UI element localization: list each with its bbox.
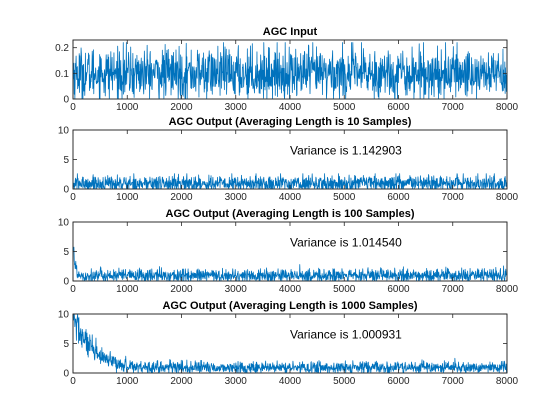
- y-tick-label: 0.2: [55, 43, 69, 54]
- subplot-title: AGC Input: [263, 26, 318, 38]
- y-tick-label: 0.1: [55, 69, 69, 80]
- x-tick-label: 6000: [387, 376, 410, 387]
- data-series-line: [72, 313, 508, 374]
- x-tick-label: 2000: [170, 102, 193, 113]
- subplot-3: 0 1000 2000 3000 4000 5000 6000 7000 8000 0 5 10 AGC…: [58, 208, 519, 295]
- x-tick-label: 3000: [225, 284, 248, 295]
- data-series-line: [72, 42, 508, 100]
- x-tick-label: 7000: [442, 376, 465, 387]
- subplot-title: AGC Output (Averaging Length is 100 Samp…: [166, 208, 415, 220]
- x-tick-label: 7000: [442, 192, 465, 203]
- x-tick-label: 3000: [225, 192, 248, 203]
- subplot-4: 0 1000 2000 3000 4000 5000 6000 7000 8000 0 5 10 AGC…: [58, 300, 519, 387]
- y-tick-label: 10: [58, 218, 70, 229]
- x-tick-label: 0: [70, 192, 76, 203]
- subplot-title: AGC Output (Averaging Length is 10 Sampl…: [169, 116, 412, 128]
- x-tick-label: 7000: [442, 284, 465, 295]
- x-tick-label: 7000: [442, 102, 465, 113]
- subplot-2: 0 1000 2000 3000 4000 5000 6000 7000 8000 0 5 10 AGC…: [58, 116, 519, 203]
- y-tick-label: 5: [63, 155, 69, 166]
- x-tick-label: 1000: [116, 102, 139, 113]
- x-tick-label: 2000: [170, 192, 193, 203]
- x-tick-label: 6000: [387, 284, 410, 295]
- x-tick-label: 8000: [496, 192, 519, 203]
- x-tick-label: 8000: [496, 102, 519, 113]
- x-tick-label: 1000: [116, 192, 139, 203]
- x-tick-label: 8000: [496, 284, 519, 295]
- x-tick-label: 4000: [279, 376, 302, 387]
- y-tick-label: 0: [63, 95, 69, 106]
- y-tick-label: 0: [63, 185, 69, 196]
- subplot-title: AGC Output (Averaging Length is 1000 Sam…: [162, 300, 417, 312]
- x-tick-label: 5000: [333, 376, 356, 387]
- x-tick-label: 2000: [170, 284, 193, 295]
- x-tick-label: 4000: [279, 102, 302, 113]
- y-tick-label: 0: [63, 369, 69, 380]
- x-tick-label: 4000: [279, 192, 302, 203]
- y-tick-label: 0: [63, 277, 69, 288]
- x-tick-label: 1000: [116, 376, 139, 387]
- x-tick-label: 5000: [333, 192, 356, 203]
- x-tick-label: 2000: [170, 376, 193, 387]
- x-tick-label: 6000: [387, 102, 410, 113]
- x-tick-label: 4000: [279, 284, 302, 295]
- x-tick-label: 5000: [333, 102, 356, 113]
- x-tick-label: 5000: [333, 284, 356, 295]
- x-tick-label: 8000: [496, 376, 519, 387]
- x-tick-label: 0: [70, 102, 76, 113]
- x-tick-label: 3000: [225, 376, 248, 387]
- variance-annotation: Variance is 1.000931: [290, 328, 402, 342]
- y-tick-label: 5: [63, 247, 69, 258]
- y-tick-label: 5: [63, 339, 69, 350]
- x-tick-label: 6000: [387, 192, 410, 203]
- x-tick-label: 0: [70, 376, 76, 387]
- variance-annotation: Variance is 1.014540: [290, 236, 402, 250]
- y-tick-label: 10: [58, 126, 70, 137]
- x-tick-label: 1000: [116, 284, 139, 295]
- subplot-1: 0 1000 2000 3000 4000 5000 6000 7000 8000 0 0.1 0.2…: [55, 26, 518, 113]
- x-tick-label: 3000: [225, 102, 248, 113]
- y-tick-label: 10: [58, 310, 70, 321]
- variance-annotation: Variance is 1.142903: [290, 144, 402, 158]
- axes-box: [72, 221, 508, 282]
- x-tick-label: 0: [70, 284, 76, 295]
